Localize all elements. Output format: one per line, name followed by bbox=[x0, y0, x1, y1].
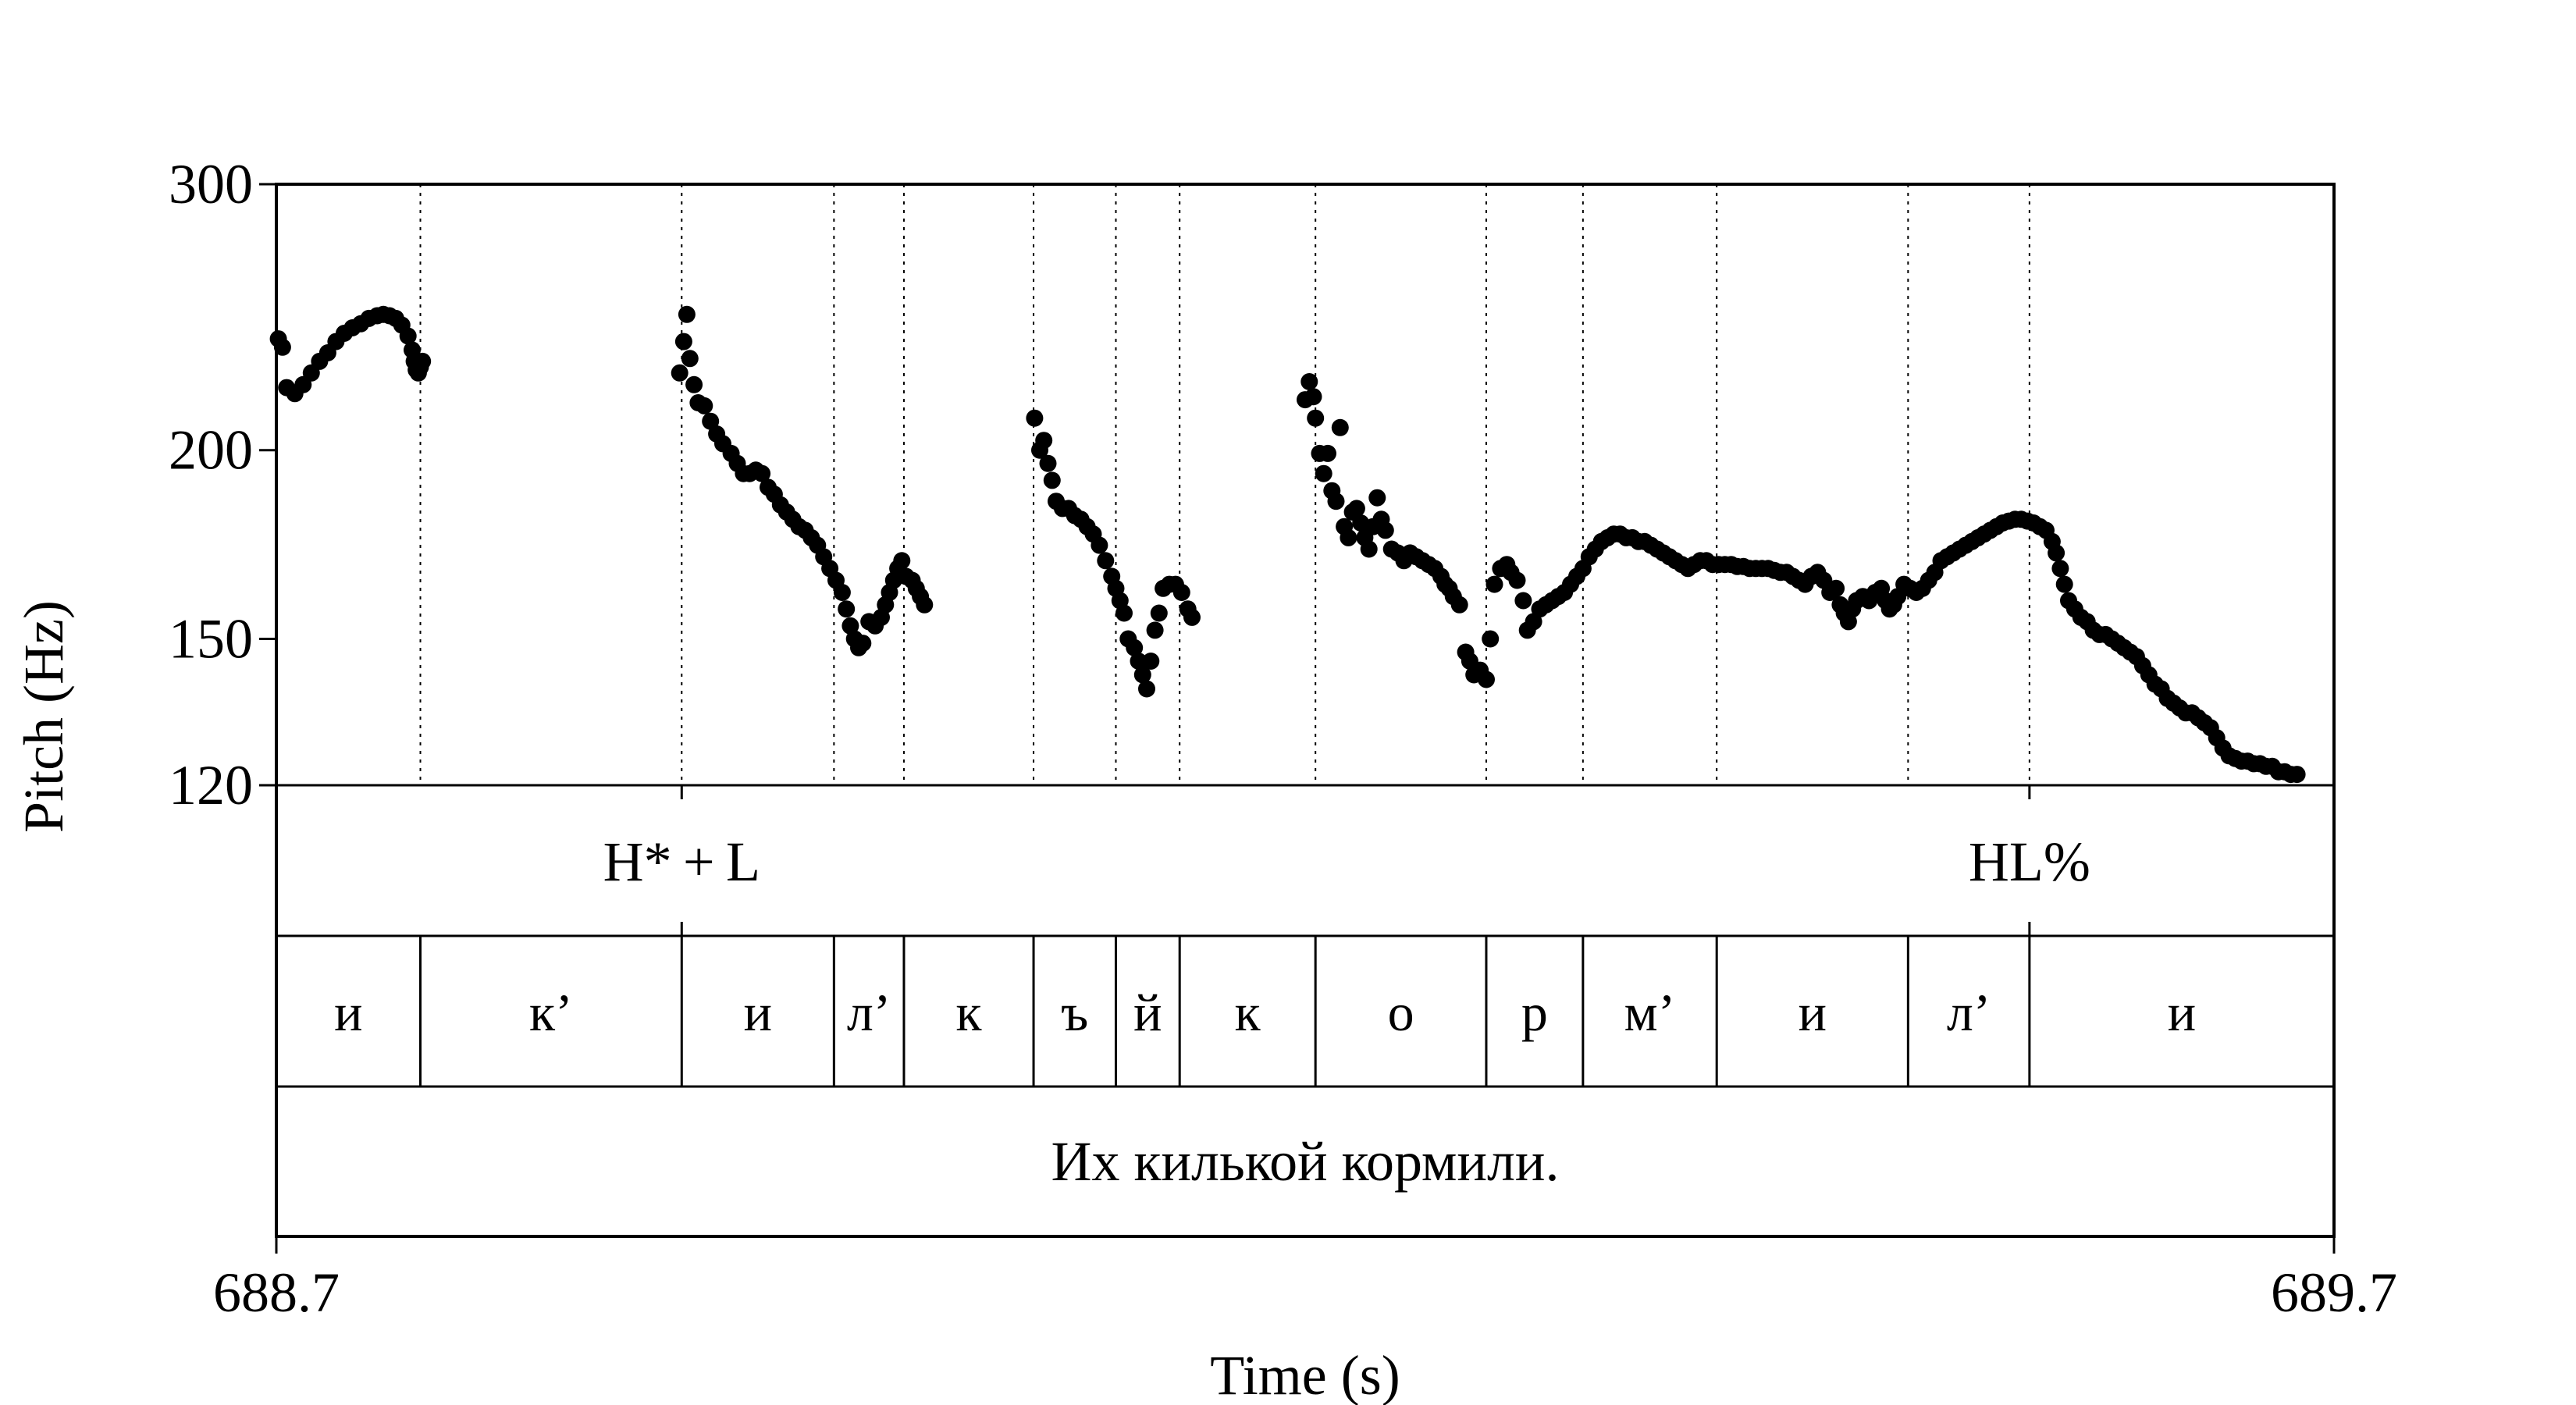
segment-tier: и к’ и л’ к ъ й к о р м’ и л’ и bbox=[334, 983, 2196, 1042]
tone-label: HL% bbox=[1969, 831, 2090, 893]
plot-frame bbox=[275, 183, 2336, 1238]
segment-label: м’ bbox=[1624, 983, 1676, 1042]
pitch-point bbox=[671, 364, 688, 382]
segment-label: и bbox=[1799, 983, 1827, 1042]
pitch-point bbox=[1039, 454, 1057, 472]
pitch-point bbox=[1026, 409, 1044, 427]
pitch-point bbox=[1315, 464, 1332, 482]
segment-label: и bbox=[334, 983, 362, 1042]
segment-label: о bbox=[1388, 983, 1414, 1042]
pitch-point bbox=[2048, 544, 2065, 562]
pitch-point bbox=[1514, 592, 1532, 610]
segment-label: л’ bbox=[1947, 983, 1991, 1042]
pitch-point bbox=[1091, 536, 1108, 554]
pitch-point bbox=[1130, 653, 1147, 670]
pitch-point bbox=[1035, 432, 1053, 450]
pitch-point bbox=[1146, 621, 1164, 639]
pitch-point bbox=[1150, 604, 1168, 622]
y-tick-label: 200 bbox=[169, 419, 253, 482]
pitch-point bbox=[841, 617, 859, 635]
pitch-point bbox=[2051, 560, 2069, 578]
pitch-point bbox=[1138, 680, 1155, 698]
pitch-point bbox=[1368, 489, 1386, 507]
pitch-point bbox=[753, 464, 771, 482]
tone-tier: H* + L HL% bbox=[603, 785, 2090, 936]
pitch-point bbox=[696, 397, 713, 414]
y-axis-title: Pitch (Hz) bbox=[12, 600, 75, 833]
pitch-point bbox=[1508, 571, 1526, 589]
pitch-point bbox=[1376, 521, 1394, 539]
pitch-point bbox=[854, 635, 872, 653]
pitch-point bbox=[681, 350, 699, 368]
segment-label: к bbox=[1235, 983, 1261, 1042]
pitch-point bbox=[1485, 575, 1503, 593]
pitch-point bbox=[1319, 444, 1336, 462]
pitch-point bbox=[273, 338, 291, 356]
segment-label: к’ bbox=[529, 983, 573, 1042]
pitch-point bbox=[1126, 638, 1144, 656]
segment-label: к bbox=[955, 983, 982, 1042]
x-tick-label: 688.7 bbox=[213, 1261, 340, 1324]
pitch-point bbox=[1450, 596, 1468, 614]
segment-label: и bbox=[2168, 983, 2196, 1042]
pitch-point bbox=[399, 327, 417, 345]
pitch-point bbox=[2288, 766, 2306, 784]
x-axis-title: Time (s) bbox=[1210, 1344, 1400, 1405]
pitch-point bbox=[833, 584, 851, 601]
pitch-point bbox=[1327, 493, 1345, 510]
pitch-point bbox=[1183, 608, 1201, 626]
tone-label: H* + L bbox=[603, 831, 760, 893]
pitch-point bbox=[1827, 579, 1845, 597]
y-tick-label: 150 bbox=[169, 607, 253, 670]
pitch-point bbox=[916, 596, 934, 614]
pitch-point bbox=[1331, 418, 1349, 436]
pitch-point bbox=[1097, 552, 1115, 570]
segment-label: й bbox=[1133, 983, 1162, 1042]
pitch-point bbox=[1482, 630, 1500, 648]
pitch-point bbox=[1307, 409, 1325, 427]
pitch-point bbox=[1360, 540, 1378, 558]
pitch-point bbox=[702, 412, 720, 430]
pitch-point bbox=[674, 333, 692, 350]
segment-label: л’ bbox=[847, 983, 891, 1042]
y-tick-label: 120 bbox=[169, 754, 253, 816]
segment-label: и bbox=[744, 983, 772, 1042]
pitch-point bbox=[1478, 670, 1495, 688]
y-axis: 300 200 150 120 bbox=[169, 153, 276, 816]
pitch-points bbox=[269, 305, 2306, 784]
pitch-point bbox=[1133, 666, 1151, 684]
y-tick-label: 300 bbox=[169, 153, 253, 215]
pitch-point bbox=[1340, 528, 1357, 546]
pitch-point bbox=[838, 600, 856, 618]
pitch-point bbox=[1115, 604, 1133, 622]
x-axis: 688.7 689.7 bbox=[213, 1236, 2397, 1324]
sentence-label: Их килькой кормили. bbox=[1051, 1130, 1560, 1193]
segment-label: ъ bbox=[1061, 983, 1088, 1042]
x-tick-label: 689.7 bbox=[2271, 1261, 2397, 1324]
pitch-point bbox=[1347, 500, 1365, 518]
pitch-point bbox=[678, 305, 696, 323]
pitch-point bbox=[685, 375, 703, 393]
pitch-point bbox=[1142, 653, 1160, 670]
pitch-point bbox=[2055, 575, 2073, 593]
pitch-point bbox=[893, 552, 911, 570]
pitch-point bbox=[414, 352, 432, 370]
pitch-point bbox=[1304, 388, 1322, 406]
pitch-point bbox=[1043, 471, 1061, 489]
pitch-point bbox=[1300, 373, 1318, 390]
pitch-point bbox=[1172, 584, 1190, 601]
segment-label: р bbox=[1521, 983, 1548, 1042]
